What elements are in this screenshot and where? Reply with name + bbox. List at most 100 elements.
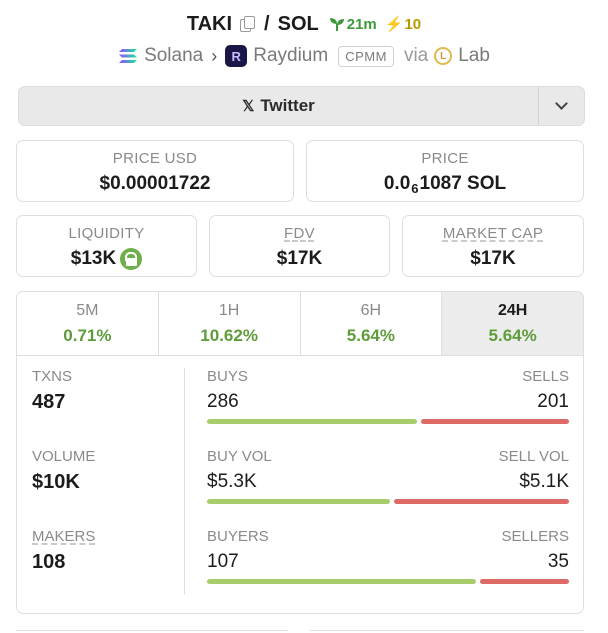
- pair-age-value: 21m: [346, 15, 377, 33]
- tab-6h[interactable]: 6H 5.64%: [301, 292, 443, 355]
- volume-split: BUY VOL SELL VOL $5.3K $5.1K: [207, 448, 569, 504]
- buyers-bar-segment: [207, 579, 476, 584]
- boost-value: 10: [404, 15, 422, 33]
- stats-body: TXNS 487 VOLUME $10K MAKERS 108 BUYS SEL…: [17, 356, 583, 613]
- sells-label: SELLS: [522, 368, 569, 385]
- pair-title-row: TAKI / SOL 21m ⚡ 10: [0, 10, 608, 38]
- lock-icon[interactable]: [120, 248, 143, 270]
- market-cap-card: MARKET CAP $17K: [402, 215, 584, 277]
- boost-count[interactable]: ⚡ 10: [384, 15, 422, 34]
- makers-label[interactable]: MAKERS: [32, 528, 96, 545]
- sellers-label: SELLERS: [501, 528, 569, 545]
- pair-header: TAKI / SOL 21m ⚡ 10: [0, 10, 608, 70]
- pair-subtitle-row: Solana › R Raydium CPMM via L Lab: [0, 42, 608, 70]
- price-native-rest: 1087 SOL: [419, 173, 507, 194]
- liquidity-value: $13K: [70, 248, 117, 269]
- sells-value: 201: [537, 391, 569, 412]
- pair-age: 21m: [329, 16, 377, 33]
- solana-icon: [119, 49, 138, 63]
- fdv-card: FDV $17K: [209, 215, 390, 277]
- tab-change: 5.64%: [488, 326, 537, 345]
- fdv-value: $17K: [276, 248, 323, 269]
- buys-sells-split: BUYS SELLS 286 201: [207, 368, 569, 424]
- buyers-value: 107: [207, 551, 239, 572]
- makers-metric: MAKERS 108: [32, 528, 95, 574]
- raydium-icon: R: [225, 45, 248, 67]
- totals-column: TXNS 487 VOLUME $10K MAKERS 108: [17, 356, 184, 613]
- volume-label: VOLUME: [32, 448, 96, 465]
- price-native-value: 0.061087 SOL: [307, 173, 583, 196]
- tab-5m[interactable]: 5M 0.71%: [17, 292, 159, 355]
- tab-label: 1H: [218, 302, 240, 319]
- quote-ticker: SOL: [277, 12, 319, 35]
- buyers-sellers-bar: [207, 579, 569, 584]
- liquidity-card: LIQUIDITY $13K: [16, 215, 197, 277]
- sells-bar-segment: [421, 419, 569, 424]
- twitter-button[interactable]: 𝕏 Twitter: [19, 87, 538, 125]
- sell-vol-label: SELL VOL: [498, 448, 569, 465]
- buys-bar-segment: [207, 419, 418, 424]
- next-card-edge-right: [310, 630, 584, 633]
- seedling-icon: [329, 18, 344, 31]
- tab-label: 24H: [497, 302, 528, 319]
- buys-sells-bar: [207, 419, 569, 424]
- sellers-bar-segment: [479, 579, 569, 584]
- next-card-edge-left: [16, 630, 288, 633]
- tab-1h[interactable]: 1H 10.62%: [159, 292, 301, 355]
- price-native-prefix: 0.0: [383, 173, 411, 194]
- liquidity-label: LIQUIDITY: [68, 225, 145, 242]
- tab-change: 10.62%: [200, 326, 258, 345]
- tab-label: 6H: [360, 302, 382, 319]
- twitter-link-bar: 𝕏 Twitter: [18, 86, 585, 126]
- tab-24h[interactable]: 24H 5.64%: [442, 292, 583, 355]
- price-native-card: PRICE 0.061087 SOL: [306, 140, 584, 202]
- sell-vol-bar-segment: [393, 499, 569, 504]
- sellers-value: 35: [547, 551, 569, 572]
- copy-icon[interactable]: [240, 16, 256, 32]
- via-label: via: [403, 45, 429, 66]
- buys-value: 286: [207, 391, 239, 412]
- makers-value: 108: [32, 551, 66, 573]
- volume-value: $10K: [32, 471, 80, 493]
- volume-metric: VOLUME $10K: [32, 448, 95, 494]
- liquidity-value-row: $13K: [17, 248, 196, 270]
- txns-metric: TXNS 487: [32, 368, 72, 414]
- links-dropdown-toggle[interactable]: [538, 87, 584, 125]
- lab-icon: L: [434, 47, 453, 65]
- buyers-sellers-split: BUYERS SELLERS 107 35: [207, 528, 569, 584]
- pair-separator: /: [264, 12, 270, 35]
- tab-change: 0.71%: [63, 326, 112, 345]
- lightning-icon: ⚡: [384, 16, 404, 33]
- price-native-zeros: 6: [411, 181, 419, 196]
- price-usd-label: PRICE USD: [112, 150, 198, 167]
- x-logo-icon: 𝕏: [242, 98, 255, 115]
- buys-label: BUYS: [207, 368, 248, 385]
- launchpad-name[interactable]: Lab: [458, 45, 490, 66]
- sell-vol-value: $5.1K: [519, 471, 569, 492]
- txns-value: 487: [32, 391, 66, 413]
- chain-name[interactable]: Solana: [144, 45, 204, 66]
- trading-stats-panel: 5M 0.71% 1H 10.62% 6H 5.64% 24H 5.64% TX…: [16, 291, 584, 614]
- fdv-label-wrap: FDV: [210, 225, 389, 242]
- column-divider: [184, 368, 185, 594]
- base-ticker: TAKI: [186, 12, 233, 35]
- txns-label: TXNS: [32, 368, 73, 385]
- pool-type-badge: CPMM: [338, 45, 394, 67]
- volume-bar: [207, 499, 569, 504]
- timeframe-tabs: 5M 0.71% 1H 10.62% 6H 5.64% 24H 5.64%: [17, 292, 583, 356]
- buy-vol-bar-segment: [207, 499, 390, 504]
- buy-vol-value: $5.3K: [207, 471, 257, 492]
- chevron-down-icon: [555, 97, 568, 110]
- buyers-label: BUYERS: [207, 528, 269, 545]
- market-cap-label[interactable]: MARKET CAP: [442, 225, 544, 242]
- chevron-right-icon: ›: [211, 45, 218, 66]
- buy-vol-label: BUY VOL: [207, 448, 272, 465]
- price-usd-value: $0.00001722: [99, 173, 211, 194]
- market-cap-value: $17K: [470, 248, 516, 269]
- mcap-label-wrap: MARKET CAP: [403, 225, 583, 242]
- twitter-label: Twitter: [260, 96, 315, 115]
- price-usd-card: PRICE USD $0.00001722: [16, 140, 294, 202]
- dex-name[interactable]: Raydium: [253, 45, 329, 66]
- fdv-label[interactable]: FDV: [284, 225, 315, 242]
- tab-label: 5M: [76, 302, 99, 319]
